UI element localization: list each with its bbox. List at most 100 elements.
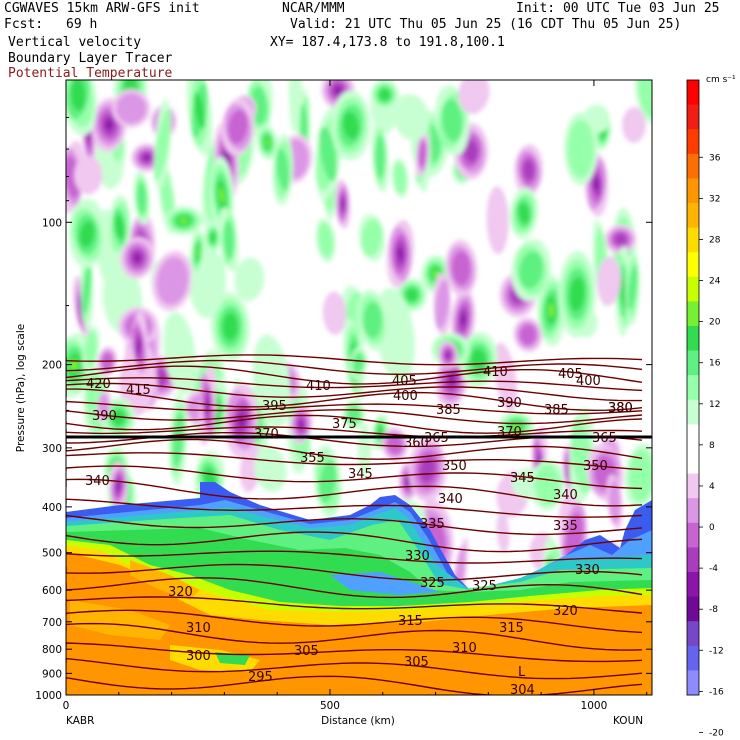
colorbar-tick-label: 0 xyxy=(709,523,715,533)
theta-contour xyxy=(66,550,643,564)
downdraft-cell xyxy=(438,341,458,370)
theta-label: 310 xyxy=(186,621,211,636)
theta-contour xyxy=(66,377,643,392)
header-valid: Valid: 21 UTC Thu 05 Jun 25 (16 CDT Thu … xyxy=(290,17,682,32)
colorbar-swatch xyxy=(687,203,699,229)
colorbar-tick-label: 32 xyxy=(709,194,720,204)
colorbar-swatch xyxy=(687,227,699,253)
colorbar-units: cm s⁻¹ xyxy=(706,75,736,85)
updraft-cell xyxy=(625,249,640,326)
y-tick-label: 200 xyxy=(42,360,62,372)
theta-contour xyxy=(66,400,643,415)
theta-label: 390 xyxy=(92,409,117,424)
updraft-cell xyxy=(358,214,385,262)
downdraft-cell xyxy=(221,98,255,156)
colorbar-swatch xyxy=(687,547,699,573)
downdraft-cell xyxy=(496,511,510,553)
downdraft-cell xyxy=(597,256,621,306)
theta-label: 420 xyxy=(86,377,111,392)
header-fcst-label: Fcst: xyxy=(4,17,44,32)
updraft-cell xyxy=(163,311,197,395)
x-axis-label: Distance (km) xyxy=(321,715,395,727)
theta-label: 295 xyxy=(248,670,273,685)
updraft-cell xyxy=(252,334,291,428)
plot-frame xyxy=(65,79,653,696)
header-field-tracer: Boundary Layer Tracer xyxy=(8,51,173,66)
y-tick-label: 100 xyxy=(42,217,62,229)
updraft-cell xyxy=(624,443,652,509)
theta-label: 400 xyxy=(576,374,601,389)
theta-contour xyxy=(66,414,643,434)
updraft-cell xyxy=(558,250,596,338)
downdraft-cell xyxy=(131,143,162,172)
theta-label: 315 xyxy=(398,614,423,629)
colorbar-swatch xyxy=(687,522,699,548)
header-fcst-value: 69 h xyxy=(66,17,98,32)
theta-contour xyxy=(66,478,643,507)
theta-label: 405 xyxy=(558,367,583,382)
colorbar-tick-label: -8 xyxy=(709,605,718,615)
updraft-cell xyxy=(102,397,135,438)
updraft-cell xyxy=(257,124,278,161)
updraft-cell xyxy=(186,80,213,156)
header-xy: XY= 187.4,173.8 to 191.8,100.1 xyxy=(270,35,505,50)
y-tick-label: 800 xyxy=(42,644,62,656)
theta-contour xyxy=(66,382,642,402)
updraft-cell xyxy=(210,292,250,362)
y-tick-label: 900 xyxy=(42,668,62,680)
updraft-cell xyxy=(564,112,598,186)
updraft-cell xyxy=(511,238,551,302)
theta-contour xyxy=(66,365,643,385)
theta-label: 315 xyxy=(499,621,524,636)
theta-label: 415 xyxy=(126,383,151,398)
colorbar-swatch xyxy=(687,276,699,302)
theta-label: 410 xyxy=(306,379,331,394)
updraft-cell xyxy=(272,133,294,206)
y-tick-label: 500 xyxy=(42,548,62,560)
y-axis: 100 200 300 400 500 600 700 800 900 1000 xyxy=(35,116,652,702)
theta-label: 305 xyxy=(404,655,429,670)
downdraft-cell xyxy=(514,144,543,196)
header-org: NCAR/MMM xyxy=(282,1,345,16)
colorbar-swatch xyxy=(687,399,699,425)
theta-contour xyxy=(66,577,643,599)
header-init: Init: 00 UTC Tue 03 Jun 25 xyxy=(516,1,720,16)
colorbar-tick-label: 12 xyxy=(709,400,720,410)
theta-label: 300 xyxy=(186,649,211,664)
colorbar-tick-label: 20 xyxy=(709,318,721,328)
colorbar-frame xyxy=(686,79,700,696)
updraft-cell xyxy=(80,249,94,331)
theta-contour xyxy=(66,514,643,536)
station-left: KABR xyxy=(66,715,94,727)
theta-contour xyxy=(66,609,643,634)
updraft-cell xyxy=(371,121,389,193)
station-right: KOUN xyxy=(613,715,643,727)
theta-label: 380 xyxy=(608,401,633,416)
colorbar-tick-label: -4 xyxy=(709,564,718,574)
colorbar-swatch xyxy=(687,621,699,647)
updraft-cell xyxy=(349,346,368,380)
downdraft-cell xyxy=(445,239,478,297)
colorbar-swatch xyxy=(687,572,699,598)
colorbar-swatch xyxy=(687,375,699,401)
colorbar-swatch xyxy=(687,153,699,179)
theta-label: 375 xyxy=(332,417,357,432)
colorbar-tick-label: -20 xyxy=(709,728,724,738)
theta-label: 335 xyxy=(553,519,578,534)
theta-contour xyxy=(66,657,643,680)
theta-contour xyxy=(66,498,643,518)
theta-label: 350 xyxy=(583,459,608,474)
downdraft-cell xyxy=(604,224,637,254)
updraft-cell xyxy=(531,459,565,511)
downdraft-cell xyxy=(112,89,151,128)
updraft-cell xyxy=(108,194,131,259)
colorbar-swatch xyxy=(687,129,699,155)
updraft-cell xyxy=(68,200,106,268)
theta-label: 395 xyxy=(262,399,287,414)
theta-label: 385 xyxy=(544,403,569,418)
colorbar-swatch xyxy=(687,350,699,376)
updraft-cell xyxy=(315,217,336,263)
